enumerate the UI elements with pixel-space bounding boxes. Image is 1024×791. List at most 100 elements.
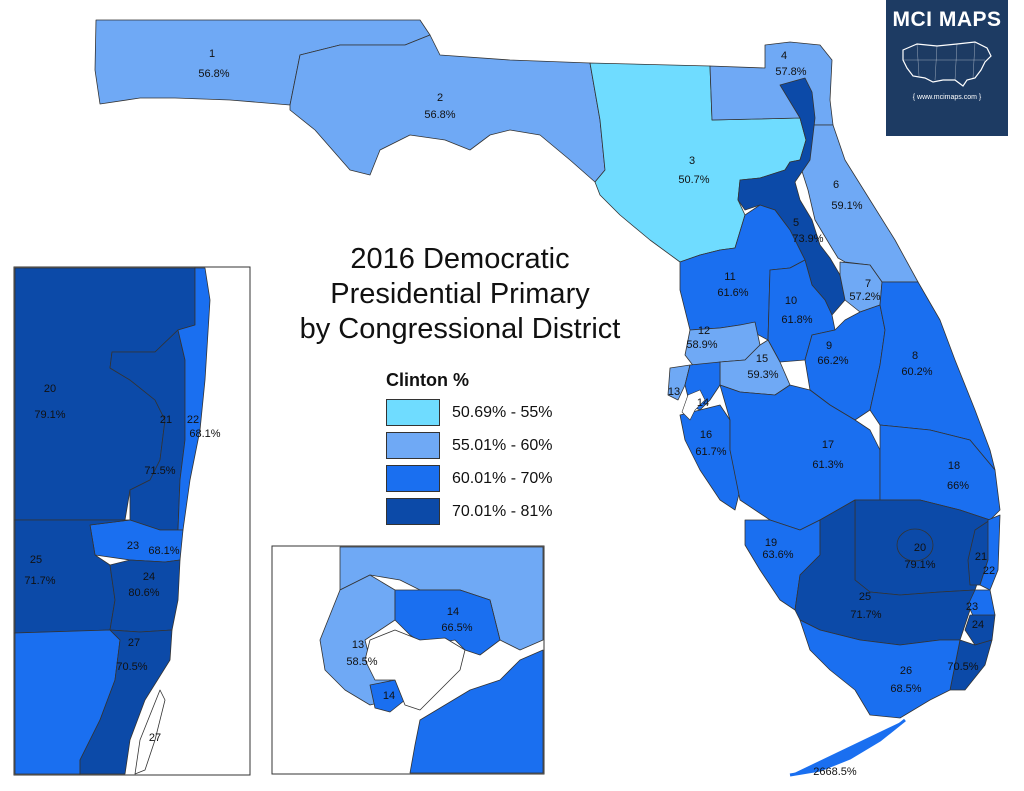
legend-swatch	[386, 498, 440, 525]
tampa-bay	[681, 389, 706, 421]
inset-label-d13-pct: 58.5%	[346, 656, 377, 668]
label-d19-num: 19	[765, 537, 777, 549]
label-d17-num: 17	[822, 439, 834, 451]
lake-okeechobee	[896, 528, 934, 562]
label-d26-num: 26	[900, 665, 912, 677]
label-d21-num: 21	[975, 551, 987, 563]
inset-label-d27b-num: 27	[149, 732, 161, 744]
label-d1-pct: 56.8%	[198, 68, 229, 80]
inset-southeast: 20 79.1% 21 71.5% 22 68.1% 23 68.1% 24 8…	[13, 266, 251, 776]
label-d9-pct: 66.2%	[817, 355, 848, 367]
inset-water	[134, 689, 166, 775]
label-d1-num: 1	[209, 48, 215, 60]
label-d10-num: 10	[785, 295, 797, 307]
inset-label-d13-num: 13	[352, 639, 364, 651]
legend-label: 60.01% - 70%	[452, 469, 553, 487]
logo-url: { www.mcimaps.com }	[912, 94, 982, 101]
label-d11-pct: 61.6%	[717, 287, 748, 299]
label-d9-num: 9	[826, 340, 832, 352]
label-d7-pct: 57.2%	[849, 291, 880, 303]
label-d15-num: 15	[756, 353, 768, 365]
inset-district-14b	[369, 679, 406, 713]
inset-label-d27-pct: 70.5%	[116, 661, 147, 673]
inset-label-d22-num: 22	[187, 414, 199, 426]
label-d12-num: 12	[698, 325, 710, 337]
label-d26-pct: 68.5%	[890, 683, 921, 695]
label-d3-pct: 50.7%	[678, 174, 709, 186]
inset-label-d21-num: 21	[160, 414, 172, 426]
label-d24-num: 24	[972, 619, 984, 631]
label-d25-num: 25	[859, 591, 871, 603]
main-map-labels: 1 56.8% 2 56.8% 3 50.7% 4 57.8% 5 73.9% …	[198, 48, 995, 778]
label-d16-pct: 61.7%	[695, 446, 726, 458]
district-13	[667, 364, 691, 401]
label-d8-num: 8	[912, 350, 918, 362]
legend-label: 55.01% - 60%	[452, 436, 553, 454]
label-d13-num: 13	[668, 386, 680, 398]
main-map	[94, 19, 1001, 777]
legend-item: 70.01% - 81%	[386, 498, 553, 525]
legend-item: 60.01% - 70%	[386, 465, 553, 492]
legend-label: 70.01% - 81%	[452, 502, 553, 520]
legend-swatch	[386, 432, 440, 459]
label-keys: 2668.5%	[813, 766, 857, 778]
inset-label-d24-pct: 80.6%	[128, 587, 159, 599]
title-line-2: Presidential Primary	[330, 278, 590, 310]
inset-water	[364, 629, 466, 711]
inset-label-d22-pct: 68.1%	[189, 428, 220, 440]
label-d6-num: 6	[833, 179, 839, 191]
legend-label: 50.69% - 55%	[452, 403, 553, 421]
inset-district-27	[79, 629, 173, 775]
label-d19-pct: 63.6%	[762, 549, 793, 561]
inset-district-16	[409, 649, 544, 774]
label-d11-num: 11	[724, 271, 735, 283]
inset-label-d27-num: 27	[128, 637, 140, 649]
label-d25-pct: 71.7%	[850, 609, 881, 621]
label-d17-pct: 61.3%	[812, 459, 843, 471]
label-d16-num: 16	[700, 429, 712, 441]
label-d14-num: 14	[697, 397, 709, 409]
inset-tampa: 14 66.5% 13 58.5% 14	[271, 545, 545, 775]
label-d22-num: 22	[983, 565, 995, 577]
district-2	[289, 34, 606, 183]
legend-item: 55.01% - 60%	[386, 432, 553, 459]
label-d18-pct: 66%	[947, 480, 969, 492]
inset-district-24	[109, 559, 181, 633]
inset-label-d20-num: 20	[44, 383, 56, 395]
label-d10-pct: 61.8%	[781, 314, 812, 326]
legend-swatch	[386, 465, 440, 492]
florida-keys	[789, 718, 906, 777]
label-d6-pct: 59.1%	[831, 200, 862, 212]
title-line-1: 2016 Democratic	[350, 243, 570, 275]
label-d12-pct: 58.9%	[686, 339, 717, 351]
inset-district-14	[394, 589, 501, 656]
inset-label-d25-pct: 71.7%	[24, 575, 55, 587]
label-d27-pct: 70.5%	[947, 661, 978, 673]
legend: Clinton % 50.69% - 55% 55.01% - 60% 60.0…	[386, 370, 553, 531]
inset-label-d14-num: 14	[447, 606, 459, 618]
label-d4-num: 4	[781, 50, 787, 62]
us-map-icon	[902, 41, 992, 87]
label-d4-pct: 57.8%	[775, 66, 806, 78]
inset-label-d14b-num: 14	[383, 690, 395, 702]
mci-maps-logo: MCI MAPS { www.mcimaps.com }	[886, 0, 1008, 136]
label-d2-num: 2	[437, 92, 443, 104]
label-d5-pct: 73.9%	[792, 233, 823, 245]
map-title: 2016 Democratic Presidential Primary by …	[270, 242, 650, 347]
legend-swatch	[386, 399, 440, 426]
logo-name: MCI MAPS	[892, 8, 1002, 31]
label-d23-num: 23	[966, 601, 978, 613]
label-d7-num: 7	[865, 278, 871, 290]
label-d5-num: 5	[793, 217, 799, 229]
legend-title: Clinton %	[386, 370, 469, 390]
legend-item: 50.69% - 55%	[386, 399, 553, 426]
inset-label-d21-pct: 71.5%	[144, 465, 175, 477]
label-d15-pct: 59.3%	[747, 369, 778, 381]
inset-label-d23-num: 23	[127, 540, 139, 552]
label-d2-pct: 56.8%	[424, 109, 455, 121]
inset-label-d24-num: 24	[143, 571, 155, 583]
label-d18-num: 18	[948, 460, 960, 472]
district-26	[799, 619, 961, 719]
inset-label-d23-pct: 68.1%	[148, 545, 179, 557]
